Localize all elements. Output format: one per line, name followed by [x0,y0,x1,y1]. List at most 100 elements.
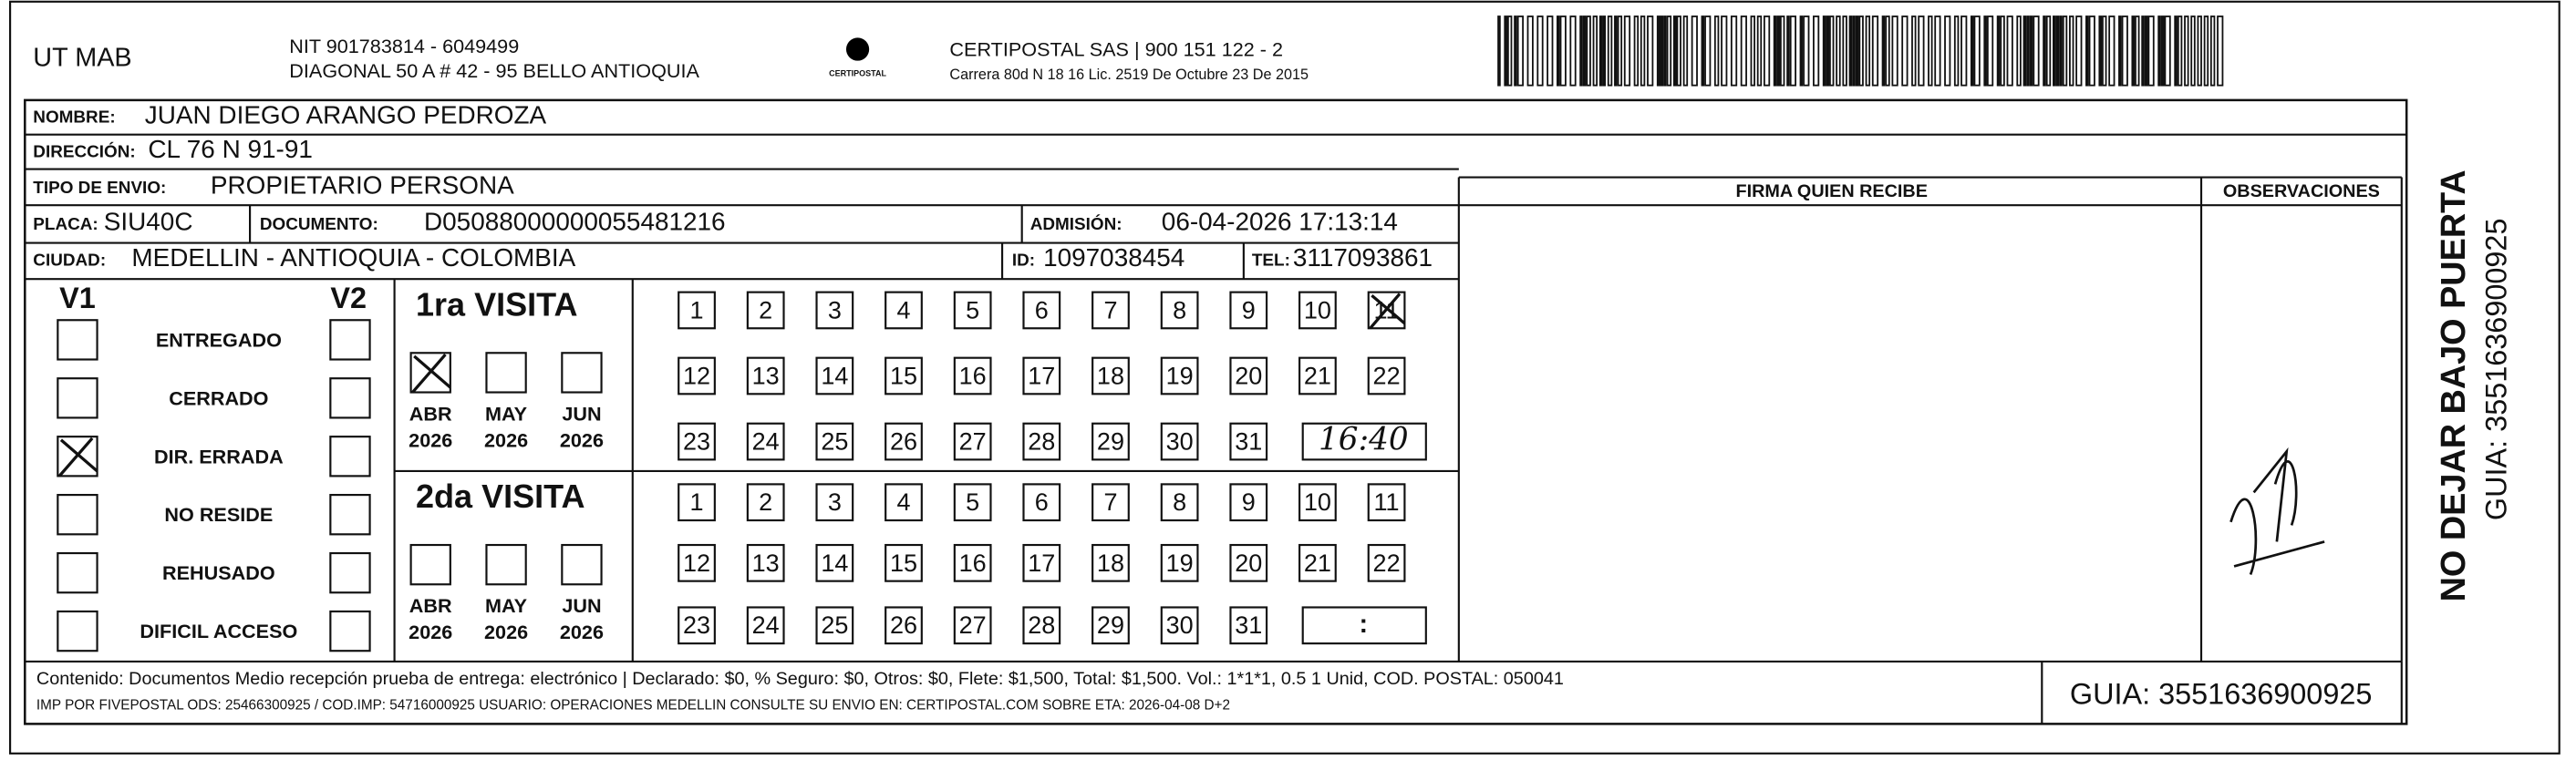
day-box [678,483,716,522]
hand-mark [57,436,98,478]
day-number: 13 [752,549,780,577]
day-number: 31 [1235,427,1262,455]
barcode-bar [1730,15,1738,87]
day-box [1022,422,1061,461]
day-box [746,483,785,522]
day-number: 14 [821,362,848,389]
month-label: ABR [409,594,452,617]
barcode-bar [1934,15,1941,87]
day-box [953,483,992,522]
field-label: DOCUMENTO: [260,215,378,234]
barcode-bar [1836,15,1841,87]
checkbox-v1 [57,610,98,652]
day-box [1367,291,1406,330]
barcode-bar [1704,15,1712,87]
barcode-bar [1663,15,1667,87]
day-number: 5 [966,488,979,516]
day-number: 11 [1374,488,1400,516]
barcode-bar [1676,15,1681,87]
day-number: 21 [1304,549,1331,577]
day-box [1160,356,1199,395]
field-label: ADMISIÓN: [1030,214,1122,234]
barcode-bar [2157,15,2161,87]
barcode-bar [2174,15,2178,87]
day-box [815,422,854,461]
day-box [885,543,923,582]
month-box [409,352,451,394]
day-box [746,291,785,330]
day-box [885,606,923,645]
barcode-bar [1928,15,1933,87]
field-value: PROPIETARIO PERSONA [211,171,514,200]
day-number: 3 [828,296,842,324]
field-value: JUAN DIEGO ARANGO PEDROZA [145,100,547,128]
observaciones-header: OBSERVACIONES [2223,181,2380,201]
barcode-bar [2203,15,2209,87]
day-box [1298,356,1337,395]
barcode-bar [2069,15,2074,87]
barcode-bar [1901,15,1909,87]
barcode-bar [1986,15,1994,87]
day-box [678,422,716,461]
barcode-bar [1822,15,1826,87]
side-warning: NO DEJAR BAJO PUERTA [2435,169,2473,601]
month-box [561,352,603,394]
barcode-bar [2006,15,2013,87]
day-number: 22 [1373,549,1401,577]
day-number: 18 [1097,549,1124,577]
barcode-bar [1773,15,1777,87]
barcode-bar [2147,15,2155,87]
day-box [953,606,992,645]
day-number: 23 [683,427,710,455]
day-box [1229,422,1268,461]
day-number: 29 [1097,427,1124,455]
day-number: 4 [896,296,910,324]
barcode-bar [1786,15,1790,87]
day-number: 29 [1097,611,1124,639]
barcode-bar [1829,15,1835,87]
day-number: 19 [1166,549,1194,577]
hand-mark [411,354,451,394]
day-number: 1 [690,296,704,324]
day-box [1160,483,1199,522]
day-box [678,543,716,582]
barcode-bar [1623,15,1631,87]
field-label: TIPO DE ENVIO: [33,179,166,198]
day-box [746,543,785,582]
day-box [1091,422,1130,461]
barcode-bar [2085,15,2089,87]
footer-guia: GUIA: 3551636900925 [2070,677,2373,710]
barcode-bar [1701,15,1705,87]
day-box [885,483,923,522]
day-number: 3 [828,488,842,516]
barcode-bar [2141,15,2145,87]
day-box [1298,543,1337,582]
checkbox-v1 [57,551,98,594]
day-box [1022,356,1061,395]
day-box [678,356,716,395]
form-box [24,98,2408,725]
barcode-bar [2190,15,2196,87]
barcode-bar [1855,15,1859,87]
day-box [815,356,854,395]
day-box [1022,483,1061,522]
barcode-bar [1944,15,1951,87]
day-number: 23 [683,611,710,639]
day-box [815,543,854,582]
day-box [1160,291,1199,330]
firma-header: FIRMA QUIEN RECIBE [1736,181,1928,201]
month-year: 2026 [484,428,528,451]
month-year: 2026 [484,621,528,643]
checkbox-v1 [57,494,98,536]
day-number: 8 [1173,488,1186,516]
month-label: JUN [562,402,601,425]
field-value: 3117093861 [1293,243,1433,272]
day-number: 12 [683,362,710,389]
day-number: 6 [1035,488,1049,516]
barcode-bar [1953,15,1960,87]
company: UT MAB [33,43,131,72]
day-number: 31 [1235,611,1262,639]
barcode-bar [1779,15,1785,87]
day-number: 4 [896,488,910,516]
barcode-bar [1672,15,1677,87]
